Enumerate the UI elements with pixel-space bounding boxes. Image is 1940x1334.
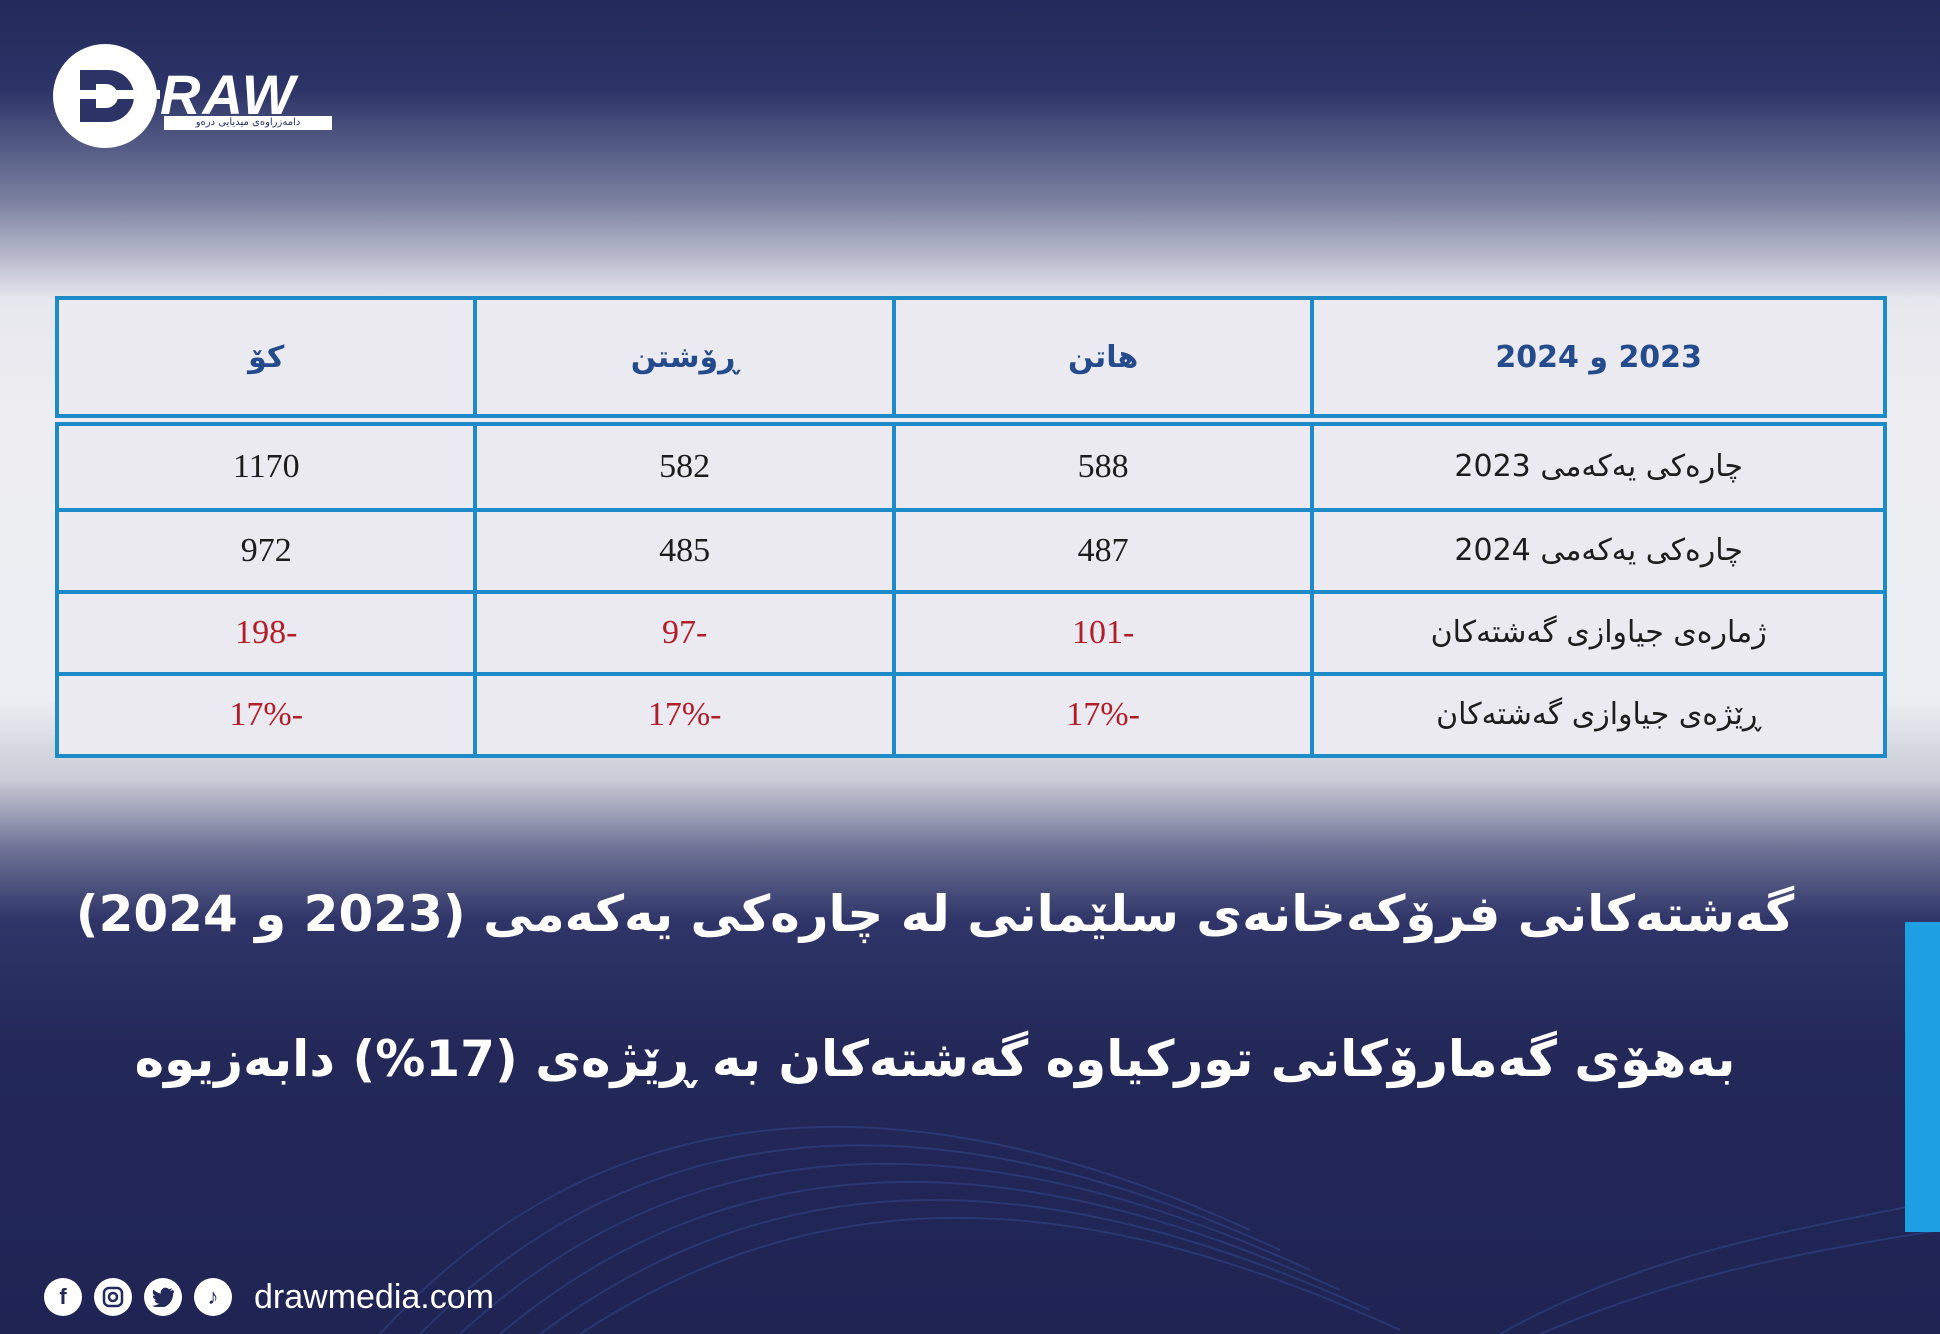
draw-logo bbox=[50, 40, 350, 155]
decorative-waves bbox=[379, 1126, 1940, 1334]
cell-arrivals: 487 bbox=[891, 507, 1315, 594]
instagram-icon[interactable] bbox=[94, 1278, 132, 1316]
footer: f ♪ drawmedia.com bbox=[44, 1275, 494, 1319]
table-row: چارەکی یەکەمی 2024 487 485 972 bbox=[54, 507, 1887, 594]
headline-line-2: بەهۆی گەمارۆکانی تورکیاوە گەشتەکان بە ڕێ… bbox=[134, 1030, 1736, 1088]
cell-total: -17% bbox=[54, 671, 478, 759]
header-period: 2023 و 2024 bbox=[1310, 296, 1887, 422]
row-label: ڕێژەی جیاوازی گەشتەکان bbox=[1310, 671, 1887, 759]
flights-table: 2023 و 2024 هاتن ڕۆشتن کۆ چارەکی یەکەمی … bbox=[54, 296, 1887, 759]
twitter-icon[interactable] bbox=[144, 1278, 182, 1316]
cell-departures: -17% bbox=[473, 671, 896, 759]
cell-departures: 485 bbox=[473, 507, 896, 594]
header-departures: ڕۆشتن bbox=[473, 296, 896, 422]
website-url[interactable]: drawmedia.com bbox=[254, 1277, 494, 1316]
headline-line-1: گەشتەکانی فرۆکەخانەی سلێمانی لە چارەکی ی… bbox=[75, 885, 1795, 943]
table-row: ژمارەی جیاوازی گەشتەکان -101 -97 -198 bbox=[54, 589, 1887, 676]
header-total: کۆ bbox=[54, 296, 478, 422]
cell-total: -198 bbox=[54, 589, 478, 676]
cell-departures: 582 bbox=[473, 414, 896, 512]
cell-departures: -97 bbox=[473, 589, 896, 676]
cell-arrivals: -17% bbox=[891, 671, 1315, 759]
cell-arrivals: 588 bbox=[891, 414, 1315, 512]
row-label: ژمارەی جیاوازی گەشتەکان bbox=[1310, 589, 1887, 676]
cell-total: 972 bbox=[54, 507, 478, 594]
table-row: چارەکی یەکەمی 2023 588 582 1170 bbox=[54, 414, 1887, 512]
cell-total: 1170 bbox=[54, 414, 478, 512]
row-label: چارەکی یەکەمی 2023 bbox=[1310, 414, 1887, 512]
table-header-row: 2023 و 2024 هاتن ڕۆشتن کۆ bbox=[54, 296, 1887, 422]
facebook-icon[interactable]: f bbox=[44, 1278, 82, 1316]
cell-arrivals: -101 bbox=[891, 589, 1315, 676]
tiktok-icon[interactable]: ♪ bbox=[194, 1278, 232, 1316]
row-label: چارەکی یەکەمی 2024 bbox=[1310, 507, 1887, 594]
accent-bar bbox=[1905, 922, 1940, 1232]
header-arrivals: هاتن bbox=[891, 296, 1315, 422]
draw-logo-d-mark bbox=[53, 44, 160, 148]
table-row: ڕێژەی جیاوازی گەشتەکان -17% -17% -17% bbox=[54, 671, 1887, 759]
brand-name: RAW bbox=[160, 63, 297, 126]
brand-tagline: دامەزراوەی میدیایی درەو bbox=[164, 116, 332, 130]
